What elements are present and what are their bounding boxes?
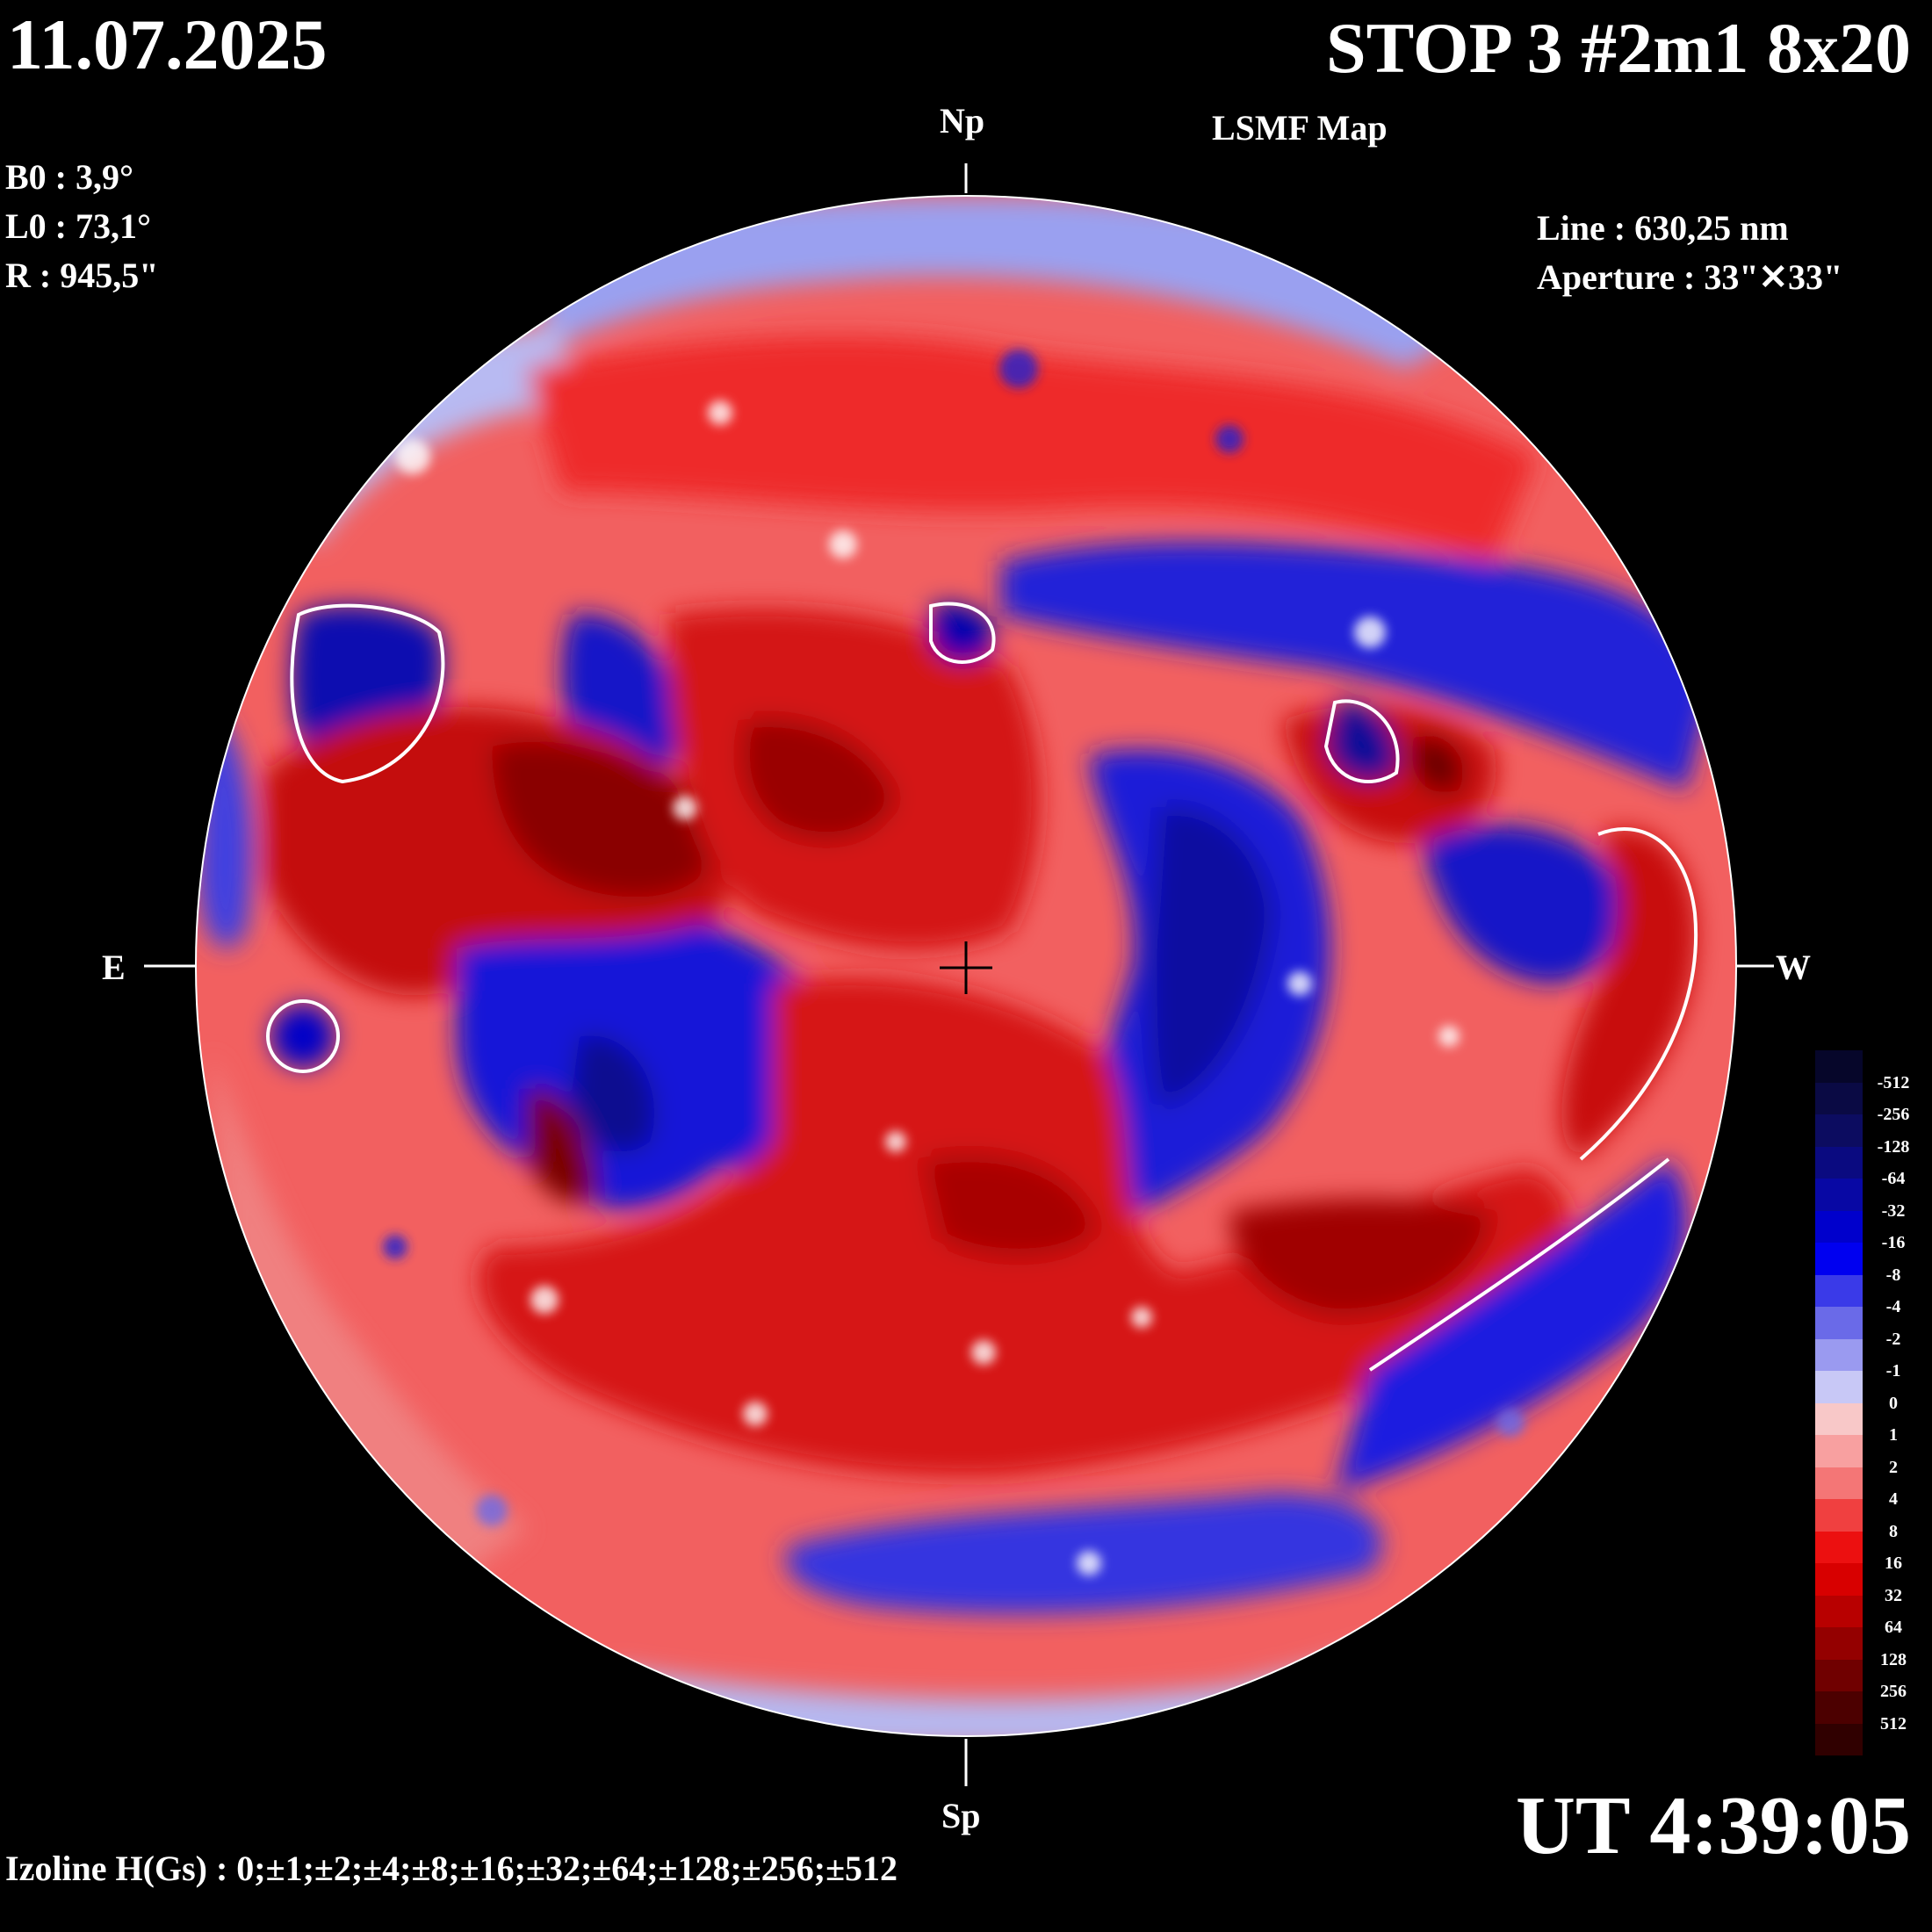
legend-swatch (1815, 1210, 1863, 1243)
legend-swatch (1815, 1499, 1863, 1532)
legend-label: -512 (1877, 1072, 1910, 1092)
legend-label: -16 (1881, 1233, 1906, 1252)
north-pole-label: Np (940, 101, 985, 141)
legend-label: 16 (1885, 1554, 1902, 1573)
legend-swatch (1815, 1435, 1863, 1467)
legend-swatch (1815, 1082, 1863, 1114)
legend-label: -256 (1877, 1105, 1910, 1124)
legend-swatch (1815, 1307, 1863, 1339)
field-speckle (383, 350, 1525, 1575)
legend-label: 512 (1880, 1713, 1907, 1734)
legend-swatch (1815, 1338, 1863, 1371)
disk-limb (195, 195, 1737, 1737)
legend-swatch (1815, 1179, 1863, 1211)
legend-swatch (1815, 1723, 1863, 1755)
legend-label: -64 (1881, 1169, 1906, 1188)
legend-swatch (1815, 1531, 1863, 1563)
legend-swatch (1815, 1274, 1863, 1307)
disk-center-cross (940, 941, 992, 994)
legend-label: 2 (1889, 1457, 1898, 1477)
legend-label: 1 (1889, 1425, 1898, 1445)
observation-date: 11.07.2025 (7, 4, 328, 84)
param-b0: B0 : 3,9° (5, 157, 133, 197)
legend-swatch (1815, 1691, 1863, 1724)
param-radius: R : 945,5" (5, 256, 159, 295)
aperture: Aperture : 33"✕33" (1537, 257, 1843, 297)
legend-swatch (1815, 1402, 1863, 1435)
legend-label: 64 (1885, 1618, 1902, 1637)
legend-label: 4 (1889, 1489, 1898, 1509)
legend-label: -128 (1877, 1136, 1910, 1157)
west-label: W (1776, 948, 1811, 987)
legend-swatch (1815, 1114, 1863, 1147)
east-label: E (102, 948, 126, 987)
south-pole-label: Sp (941, 1796, 981, 1835)
color-legend (1815, 1050, 1863, 1756)
legend-swatch (1815, 1563, 1863, 1596)
legend-swatch (1815, 1467, 1863, 1499)
legend-swatch (1815, 1627, 1863, 1660)
map-title: STOP 3 #2m1 8x20 (1326, 8, 1911, 88)
legend-label: 256 (1880, 1682, 1907, 1701)
legend-swatch (1815, 1050, 1863, 1083)
legend-swatch (1815, 1371, 1863, 1403)
legend-label: 128 (1880, 1649, 1907, 1669)
legend-label: -4 (1885, 1297, 1901, 1316)
legend-swatch (1815, 1146, 1863, 1179)
legend-label: -32 (1881, 1200, 1906, 1221)
solar-disk (196, 196, 1736, 1736)
legend-label: 0 (1889, 1393, 1898, 1413)
legend-label: 8 (1889, 1521, 1898, 1541)
zero-isolines (266, 602, 1698, 1372)
legend-label: -2 (1885, 1329, 1901, 1349)
isoline-levels: Izoline H(Gs) : 0;±1;±2;±4;±8;±16;±32;±6… (5, 1849, 898, 1888)
legend-swatch (1815, 1595, 1863, 1627)
map-subtitle: LSMF Map (1212, 108, 1388, 148)
ut-time: UT 4:39:05 (1516, 1780, 1911, 1871)
legend-swatch (1815, 1659, 1863, 1691)
spectral-line: Line : 630,25 nm (1537, 208, 1789, 248)
legend-swatch (1815, 1243, 1863, 1275)
legend-label: -8 (1885, 1265, 1901, 1285)
legend-label: -1 (1885, 1361, 1901, 1381)
param-l0: L0 : 73,1° (5, 206, 151, 246)
legend-label: 32 (1885, 1585, 1902, 1605)
